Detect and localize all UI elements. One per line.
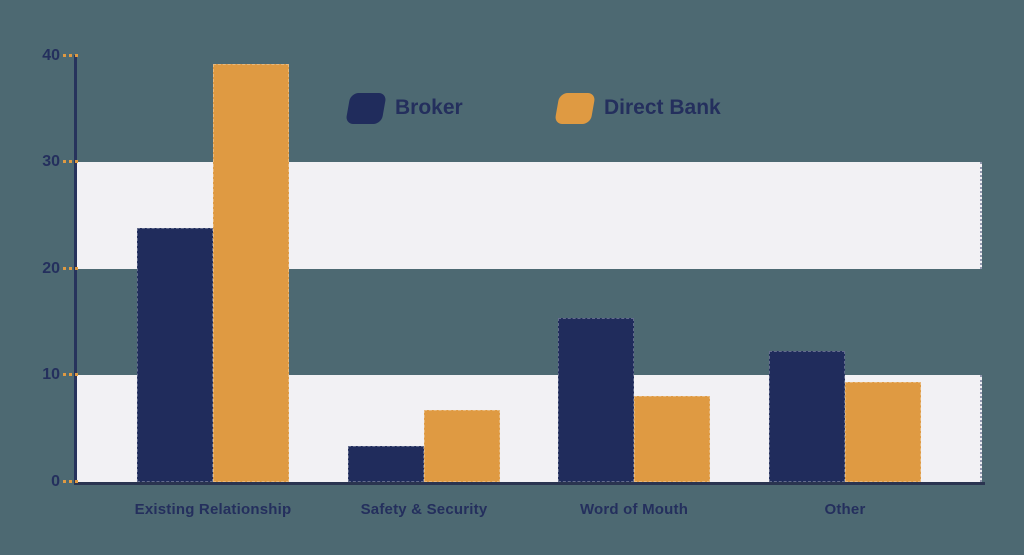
legend-item-direct-bank: Direct Bank (554, 91, 721, 125)
legend-item-broker: Broker (345, 91, 463, 125)
y-tick-mark-0 (63, 480, 78, 483)
bar-direct-bank-other (845, 381, 921, 482)
y-tick-mark-30 (63, 160, 78, 164)
x-axis-label-existing-relationship: Existing Relationship (134, 501, 292, 518)
bar-direct-bank-safety-security (424, 409, 500, 482)
y-tick-label-10: 10 (42, 366, 60, 384)
bar-direct-bank-word-of-mouth (634, 395, 710, 482)
legend-label-direct-bank: Direct Bank (604, 96, 721, 119)
bar-broker-safety-security (348, 445, 424, 482)
bar-direct-bank-existing-relationship (213, 64, 289, 482)
legend-label-broker: Broker (395, 96, 463, 119)
x-axis-line (74, 482, 985, 485)
x-axis-label-safety-security: Safety & Security (360, 501, 488, 518)
y-tick-label-0: 0 (51, 473, 60, 490)
bar-broker-existing-relationship (137, 228, 213, 482)
bar-broker-other (769, 350, 845, 482)
y-tick-label-20: 20 (42, 259, 60, 277)
y-tick-mark-20 (63, 266, 78, 270)
bar-broker-word-of-mouth (558, 317, 634, 482)
y-tick-label-40: 40 (42, 46, 60, 64)
x-axis-label-word-of-mouth: Word of Mouth (579, 501, 689, 518)
y-tick-mark-40 (63, 53, 78, 57)
x-axis-label-other: Other (824, 501, 866, 518)
y-tick-mark-10 (63, 373, 78, 377)
y-tick-label-30: 30 (42, 153, 60, 171)
legend-swatch-broker (345, 92, 387, 124)
legend-swatch-direct-bank (554, 92, 596, 124)
